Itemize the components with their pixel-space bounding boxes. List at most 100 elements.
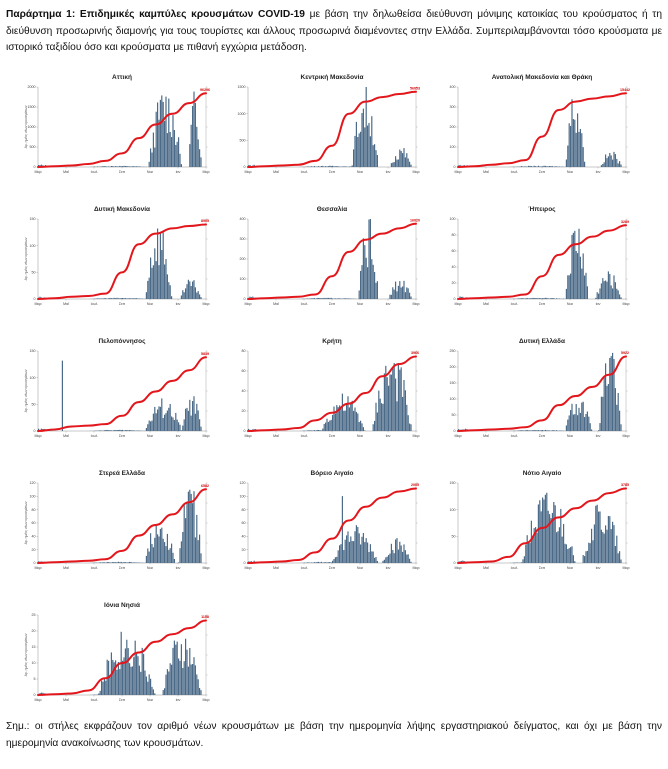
chart-title: Πελοπόννησος: [98, 337, 146, 345]
y-tick-label: 2000: [28, 85, 36, 89]
y-tick-label: 150: [450, 481, 456, 485]
daily-cases-bar: [536, 532, 538, 563]
daily-cases-bar: [537, 430, 539, 431]
daily-cases-bar: [180, 295, 182, 299]
daily-cases-bar: [620, 164, 622, 167]
daily-cases-bar: [610, 285, 612, 299]
x-tick-label: Μαρ: [202, 434, 209, 438]
daily-cases-bar: [361, 113, 363, 167]
daily-cases-bar: [549, 430, 551, 431]
cumulative-total-label: 5922: [621, 351, 629, 355]
daily-cases-bar: [368, 122, 370, 167]
daily-cases-bar: [120, 429, 122, 431]
daily-cases-bar: [137, 562, 139, 563]
daily-cases-bar: [362, 238, 364, 299]
daily-cases-bar: [129, 430, 131, 431]
daily-cases-bar: [535, 166, 537, 167]
daily-cases-bar: [543, 430, 545, 431]
daily-cases-bar: [574, 414, 576, 431]
daily-cases-bar: [550, 166, 552, 167]
daily-cases-bar: [598, 430, 600, 431]
daily-cases-bar: [173, 130, 175, 167]
daily-cases-bar: [194, 102, 196, 167]
chart-title: Στερεά Ελλάδα: [99, 469, 145, 477]
daily-cases-bar: [155, 111, 157, 167]
daily-cases-bar: [136, 298, 138, 299]
x-tick-label: Μαρ: [34, 170, 41, 174]
daily-cases-bar: [199, 687, 201, 695]
daily-cases-bar: [187, 491, 189, 563]
daily-cases-bar: [406, 287, 408, 299]
daily-cases-bar: [375, 150, 377, 167]
daily-cases-bar: [112, 659, 114, 695]
daily-cases-bar: [110, 430, 112, 431]
chart-panel: Κεντρική Μακεδονία 0 500 1000 1500 Μαρ Μαϊ Ιουλ…: [232, 70, 432, 188]
daily-cases-bar: [327, 297, 329, 299]
daily-cases-bar: [320, 561, 322, 563]
daily-cases-bar: [336, 405, 338, 431]
daily-cases-bar: [403, 280, 405, 299]
daily-cases-bar: [137, 298, 139, 299]
daily-cases-bar: [362, 108, 364, 167]
daily-cases-bar: [40, 692, 42, 695]
daily-cases-bar: [581, 133, 583, 167]
y-tick-label: 100: [30, 244, 36, 248]
daily-cases-bar: [613, 525, 615, 563]
y-tick-label: 0: [34, 561, 36, 565]
daily-cases-bar: [332, 298, 334, 299]
daily-cases-bar: [133, 657, 135, 695]
daily-cases-bar: [612, 288, 614, 299]
daily-cases-bar: [136, 653, 138, 695]
daily-cases-bar: [354, 407, 356, 431]
daily-cases-bar: [353, 410, 355, 431]
y-tick-label: 300: [450, 105, 456, 109]
daily-cases-bar: [150, 678, 152, 695]
daily-cases-bar: [404, 390, 406, 431]
daily-cases-bar: [112, 298, 114, 299]
daily-cases-bar: [157, 228, 159, 299]
daily-cases-bar: [522, 166, 524, 167]
daily-cases-bar: [372, 264, 374, 299]
daily-cases-bar: [124, 166, 126, 167]
cumulative-cases-line: [457, 92, 627, 168]
daily-cases-bar: [186, 501, 188, 563]
chart-svg: Πελοπόννησος 0 50 100 150 Αρ. ημ/ος νέων κρου…: [24, 337, 210, 438]
daily-cases-bar: [406, 404, 408, 431]
chart-svg: Βόρειο Αιγαίο 0 20 40 60 80 100 120 Μαρ Μαϊ Ιουλ Σε…: [240, 470, 420, 570]
daily-cases-bar: [183, 292, 185, 299]
daily-cases-bar: [361, 265, 363, 299]
daily-cases-bar: [540, 166, 542, 167]
daily-cases-bar: [316, 297, 318, 299]
daily-cases-bar: [586, 286, 588, 299]
daily-cases-bar: [122, 660, 124, 695]
daily-cases-bar: [536, 297, 538, 299]
y-tick-label: 200: [450, 365, 456, 369]
daily-cases-bar: [565, 288, 567, 299]
daily-cases-bar: [383, 373, 385, 431]
daily-cases-bar: [152, 547, 154, 563]
daily-cases-bar: [318, 561, 320, 563]
chart-title: Ανατολική Μακεδονία και Θράκη: [492, 73, 593, 81]
daily-cases-bar: [570, 410, 572, 431]
y-tick-label: 5: [34, 677, 36, 681]
daily-cases-bar: [582, 555, 584, 563]
daily-cases-bar: [112, 561, 114, 563]
x-tick-label: Νοε: [357, 170, 364, 174]
x-tick-label: Σεπ: [119, 302, 126, 306]
daily-cases-bar: [554, 430, 556, 431]
daily-cases-bar: [313, 166, 315, 167]
daily-cases-bar: [116, 430, 118, 431]
daily-cases-bar: [99, 562, 101, 563]
daily-cases-bar: [332, 414, 334, 431]
y-tick-label: 20: [452, 281, 456, 285]
y-tick-label: 40: [242, 535, 246, 539]
daily-cases-bar: [579, 412, 581, 431]
daily-cases-bar: [189, 399, 191, 431]
daily-cases-bar: [40, 428, 42, 431]
daily-cases-bar: [133, 166, 135, 167]
daily-cases-bar: [311, 430, 313, 431]
daily-cases-bar: [193, 491, 195, 563]
x-tick-label: Νοε: [147, 566, 154, 570]
daily-cases-bar: [161, 527, 163, 563]
daily-cases-bar: [154, 248, 156, 299]
